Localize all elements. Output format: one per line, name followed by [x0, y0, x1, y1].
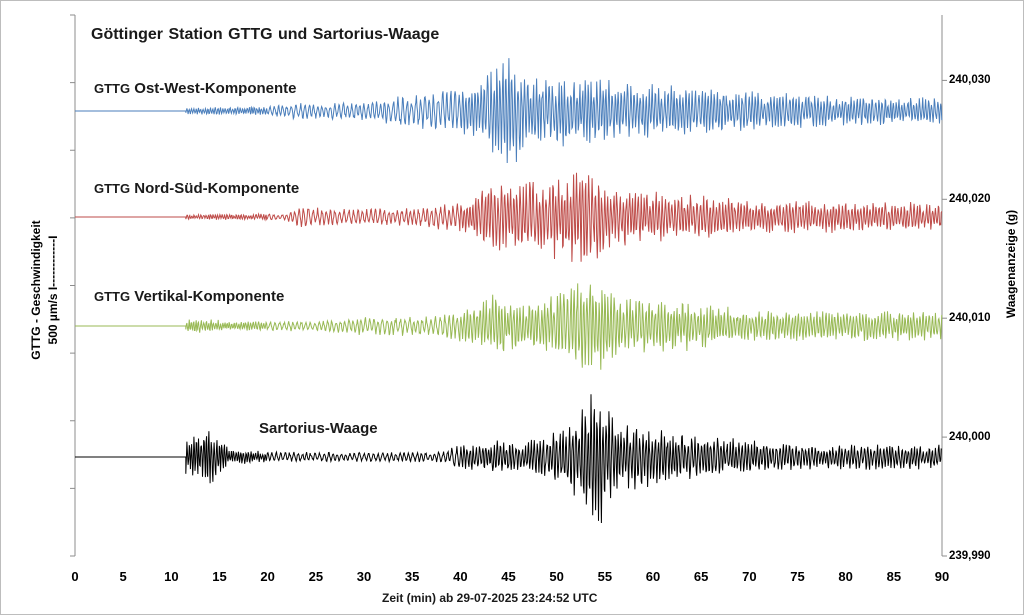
x-tick-label: 75	[790, 569, 805, 584]
right-tick-label: 240,030	[949, 74, 991, 87]
x-tick-label: 15	[212, 569, 227, 584]
right-axis-title: Waagenanzeige (g)	[1004, 209, 1018, 319]
x-tick-label: 60	[645, 569, 661, 584]
label-prefix: GTTG	[94, 289, 131, 304]
x-tick-label: 65	[693, 569, 709, 584]
x-tick-label: 80	[838, 569, 853, 584]
right-tick-label: 240,000	[949, 431, 991, 444]
left-axis-title: GTTG - Geschwindigkeit 500 µm/s I-------…	[28, 170, 62, 410]
right-tick-label: 240,010	[949, 312, 991, 325]
trace-3	[75, 394, 942, 524]
label-ost-west: GTTG Ost-West-Komponente	[94, 80, 297, 97]
right-tick-label: 239,990	[949, 550, 991, 562]
label-sartorius: Sartorius-Waage	[259, 420, 378, 437]
x-axis-title: Zeit (min) ab 29-07-2025 23:24:52 UTC	[382, 591, 598, 605]
label-prefix: GTTG	[94, 81, 131, 96]
trace-0	[75, 58, 943, 164]
label-main: Ost-West-Komponente	[134, 80, 297, 97]
x-tick-label: 25	[308, 569, 324, 584]
x-tick-label: 5	[119, 569, 127, 584]
chart-title: Göttinger Station GTTG und Sartorius-Waa…	[91, 26, 440, 43]
trace-2	[75, 283, 943, 370]
x-tick-label: 0	[71, 569, 79, 584]
left-axis-scale: 500 µm/s I------------I	[46, 235, 60, 345]
x-tick-label: 30	[356, 569, 372, 584]
label-vertikal: GTTG Vertikal-Komponente	[94, 288, 284, 305]
x-tick-label: 50	[549, 569, 564, 584]
x-tick-label: 85	[886, 569, 902, 584]
x-tick-label: 45	[501, 569, 516, 584]
x-tick-label: 10	[164, 569, 179, 584]
label-main: Nord-Süd-Komponente	[134, 180, 300, 197]
x-tick-label: 20	[260, 569, 275, 584]
x-tick-label: 90	[934, 569, 950, 584]
label-nord-sued: GTTG Nord-Süd-Komponente	[94, 180, 299, 197]
x-tick-label: 55	[597, 569, 613, 584]
x-tick-label: 70	[742, 569, 757, 584]
label-main: Vertikal-Komponente	[134, 288, 285, 305]
x-tick-label: 35	[404, 569, 420, 584]
trace-1	[75, 172, 943, 262]
right-tick-label: 240,020	[949, 193, 991, 206]
x-tick-label: 40	[453, 569, 468, 584]
left-axis-label: GTTG - Geschwindigkeit	[29, 220, 43, 360]
label-prefix: GTTG	[94, 181, 131, 196]
